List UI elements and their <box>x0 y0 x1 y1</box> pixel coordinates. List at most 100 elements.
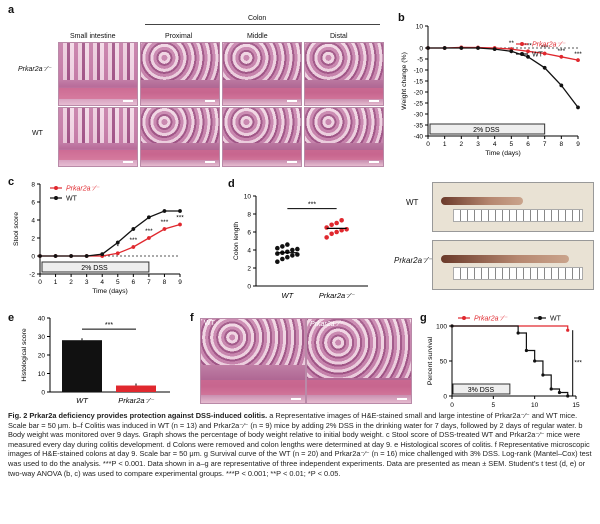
legend-marker <box>520 52 524 56</box>
data-point <box>115 251 120 256</box>
colon-photo-prkar2a <box>432 240 594 290</box>
histology-image-f-prkar2a <box>306 318 412 404</box>
x-category-label: Prkar2a⁻⁄⁻ <box>319 291 355 300</box>
x-tick-label: 9 <box>576 141 580 148</box>
x-tick-label: 1 <box>54 279 58 286</box>
histology-image-ko-middle <box>222 42 302 106</box>
legend-marker <box>54 196 58 200</box>
y-tick-label: -10 <box>414 68 424 75</box>
dss-box <box>452 383 511 395</box>
data-point <box>295 252 300 257</box>
y-tick-label: 2 <box>31 236 35 243</box>
panel-label-g: g <box>420 312 427 324</box>
legend-marker <box>462 316 466 320</box>
panel-label-f: f <box>190 312 194 324</box>
x-tick-label: 9 <box>178 279 182 286</box>
legend-label: Prkar2a⁻⁄⁻ <box>474 316 508 323</box>
y-axis-label: Percent survival <box>427 336 434 385</box>
data-point <box>275 245 280 251</box>
x-category-label: Prkar2a⁻⁄⁻ <box>118 396 154 405</box>
data-point <box>324 235 329 240</box>
histology-image-wt-small-intestine <box>58 107 138 167</box>
data-point <box>334 220 339 226</box>
data-point <box>542 65 547 70</box>
data-point <box>178 222 182 227</box>
data-point <box>295 246 300 252</box>
survival-line-prkar2a <box>452 325 569 331</box>
x-tick-label: 5 <box>510 141 514 148</box>
x-tick-label: 0 <box>426 141 430 148</box>
y-tick-label: -40 <box>414 134 424 141</box>
data-point <box>526 49 530 54</box>
data-point <box>526 54 530 59</box>
y-tick-label: 6 <box>247 230 251 237</box>
data-point <box>53 254 58 258</box>
chart-b-weight-change: 100-5-10-15-20-25-30-35-400 1 2 3 4 5 6 7 8 9Time… <box>401 24 582 158</box>
data-point <box>426 46 430 50</box>
data-point <box>178 209 182 213</box>
y-tick-label: 0 <box>41 390 45 397</box>
legend-label: Prkar2a⁻⁄⁻ <box>66 186 100 193</box>
y-tick-label: 50 <box>440 359 448 366</box>
y-tick-label: 0 <box>247 284 251 291</box>
data-point <box>329 222 334 228</box>
data-point <box>576 105 580 110</box>
data-point <box>566 394 570 398</box>
data-point <box>459 46 464 50</box>
ruler <box>453 267 583 280</box>
x-tick-label: 5 <box>116 279 120 286</box>
panel-label-b: b <box>398 12 405 24</box>
bar <box>116 385 156 392</box>
photo-label-wt: WT <box>406 198 419 207</box>
data-point <box>542 51 547 56</box>
significance-marker: *** <box>524 42 532 49</box>
data-point <box>275 251 280 256</box>
dss-box-label: 2% DSS <box>81 265 108 272</box>
y-tick-label: -35 <box>414 123 424 130</box>
histology-image-ko-small-intestine <box>58 42 138 106</box>
y-tick-label: 8 <box>247 212 251 219</box>
data-point <box>516 331 520 335</box>
significance-marker: *** <box>130 237 138 244</box>
dss-box <box>429 123 546 135</box>
histology-image-f-wt <box>200 318 306 404</box>
series-line-prkar2a <box>428 46 579 61</box>
y-tick-label: 100 <box>436 324 447 331</box>
data-point <box>285 242 290 247</box>
data-point <box>557 390 562 395</box>
chart-g-survival: 0 50 100 0 5 10 15 Percent survival 3% DSS *** Prk… <box>427 316 582 410</box>
legend-marker <box>54 186 58 190</box>
bar <box>62 340 102 392</box>
caption-title: Fig. 2 Prkar2a deficiency provides prote… <box>8 411 268 420</box>
col-header-distal: Distal <box>330 33 348 40</box>
x-tick-label: 8 <box>163 279 167 286</box>
colon-specimen-prkar2a <box>441 255 569 263</box>
row-label-prkar2a: Prkar2a⁻⁄⁻ <box>18 66 52 73</box>
x-tick-label: 0 <box>450 402 454 409</box>
data-point <box>524 348 528 353</box>
y-tick-label: 10 <box>416 24 424 31</box>
significance-marker: *** <box>574 360 582 367</box>
data-point <box>559 83 564 88</box>
col-header-proximal: Proximal <box>165 33 193 40</box>
data-point <box>566 328 570 332</box>
data-point <box>285 254 290 260</box>
significance-marker: *** <box>145 228 153 235</box>
data-point <box>450 324 454 328</box>
y-tick-label: -2 <box>29 272 35 279</box>
y-axis-label: Colon length <box>233 222 240 260</box>
colon-bracket-line <box>145 24 380 25</box>
y-tick-label: 4 <box>247 248 251 255</box>
legend-marker <box>538 316 542 320</box>
panel-label-c: c <box>8 176 15 188</box>
y-tick-label: 6 <box>31 200 35 207</box>
significance-marker: *** <box>574 51 582 58</box>
data-point <box>541 373 545 377</box>
significance-marker: *** <box>308 202 316 209</box>
data-point <box>533 359 537 363</box>
legend-label: Prkar2a⁻⁄⁻ <box>532 42 566 49</box>
f-label-wt: WT <box>204 320 215 327</box>
data-point <box>275 259 280 264</box>
data-point <box>115 240 120 245</box>
colon-photo-wt <box>432 182 594 232</box>
